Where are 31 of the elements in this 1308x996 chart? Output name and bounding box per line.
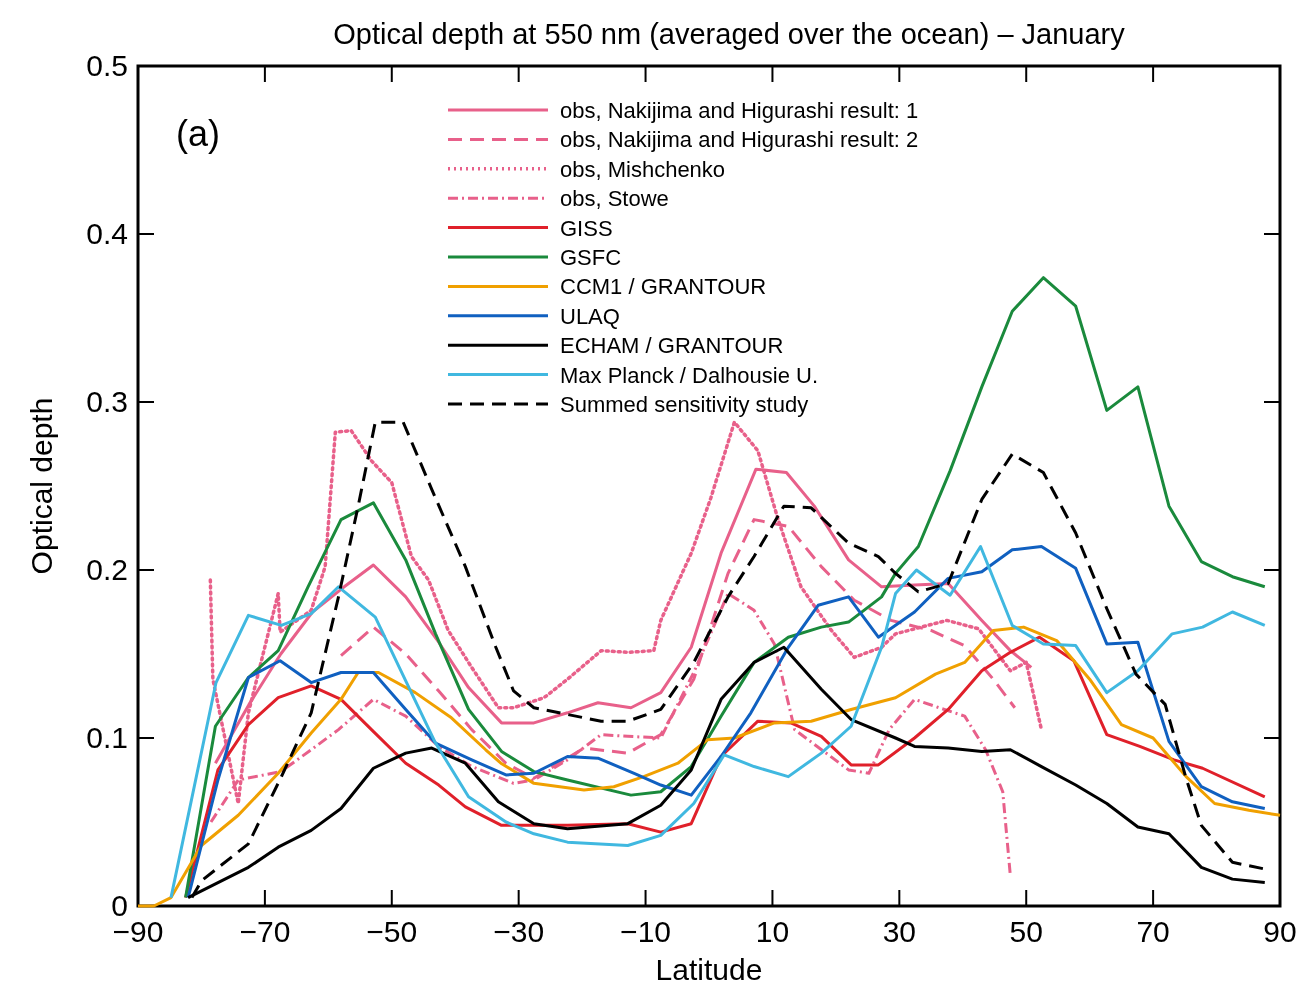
y-tick-label: 0.1 — [86, 721, 128, 754]
chart-title: Optical depth at 550 nm (averaged over the ocean) – January — [333, 18, 1126, 50]
x-tick-label: 30 — [882, 915, 917, 948]
legend-label: obs, Nakijima and Higurashi result: 1 — [560, 98, 919, 123]
line-series — [184, 276, 1267, 900]
legend-label: Summed sensitivity study — [560, 392, 809, 417]
x-tick-label: 90 — [1263, 915, 1297, 948]
y-tick-label: 0.3 — [86, 385, 128, 418]
y-tick-label: 0.5 — [86, 49, 128, 82]
x-tick-label: −30 — [493, 915, 545, 948]
y-axis-title: Optical depth — [25, 397, 58, 575]
annotation: (a) — [176, 113, 220, 154]
y-tick-label: 0.2 — [86, 553, 128, 586]
x-tick-label: 70 — [1136, 915, 1170, 948]
legend-label: CCM1 / GRANTOUR — [560, 274, 767, 300]
legend-label: ULAQ — [560, 303, 620, 329]
x-tick-label: 10 — [755, 915, 790, 948]
legend-label: obs, Mishchenko — [560, 156, 726, 182]
legend-label: obs, Nakijima and Higurashi result: 2 — [560, 127, 919, 153]
y-tick-label: 0.4 — [86, 217, 128, 250]
legend-label: GSFC — [560, 245, 622, 270]
x-tick-label: −10 — [620, 915, 671, 948]
x-tick-label: −70 — [239, 915, 291, 948]
legend-label: Max Planck / Dalhousie U. — [560, 362, 818, 388]
x-tick-label: −50 — [366, 915, 418, 948]
x-axis-title: Latitude — [655, 953, 763, 986]
line-series — [213, 467, 1033, 765]
legend-label: obs, Stowe — [560, 186, 669, 212]
legend-label: ECHAM / GRANTOUR — [560, 333, 784, 359]
x-tick-label: 50 — [1009, 915, 1043, 948]
legend-label: GISS — [560, 215, 613, 241]
